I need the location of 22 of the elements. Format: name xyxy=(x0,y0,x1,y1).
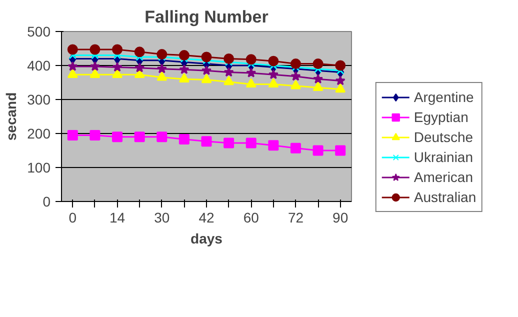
y-axis-title: secand xyxy=(3,92,20,141)
x-axis-title: days xyxy=(190,230,223,246)
y-tick-label: 200 xyxy=(27,126,51,142)
legend-label: Argentine xyxy=(414,88,474,106)
chart-title: Falling Number xyxy=(144,8,269,26)
legend-label: Ukrainian xyxy=(414,148,474,166)
x-tick-label: 60 xyxy=(243,210,260,226)
x-tick-label: 72 xyxy=(288,210,304,226)
legend-label: Australian xyxy=(414,188,476,206)
x-tick-label: 14 xyxy=(109,210,126,226)
legend-label: Egyptian xyxy=(414,108,468,126)
legend-label: Deutsche xyxy=(414,128,474,146)
y-tick-label: 500 xyxy=(27,24,51,40)
x-tick-label: 0 xyxy=(68,210,77,226)
y-tick-label: 300 xyxy=(27,92,51,108)
y-tick-label: 0 xyxy=(42,194,51,210)
x-tick-label: 30 xyxy=(154,210,170,226)
y-tick-label: 400 xyxy=(27,58,51,74)
legend-label: American xyxy=(414,168,474,186)
x-tick-label: 42 xyxy=(198,210,214,226)
x-tick-label: 90 xyxy=(332,210,348,226)
y-tick-label: 100 xyxy=(27,160,51,176)
